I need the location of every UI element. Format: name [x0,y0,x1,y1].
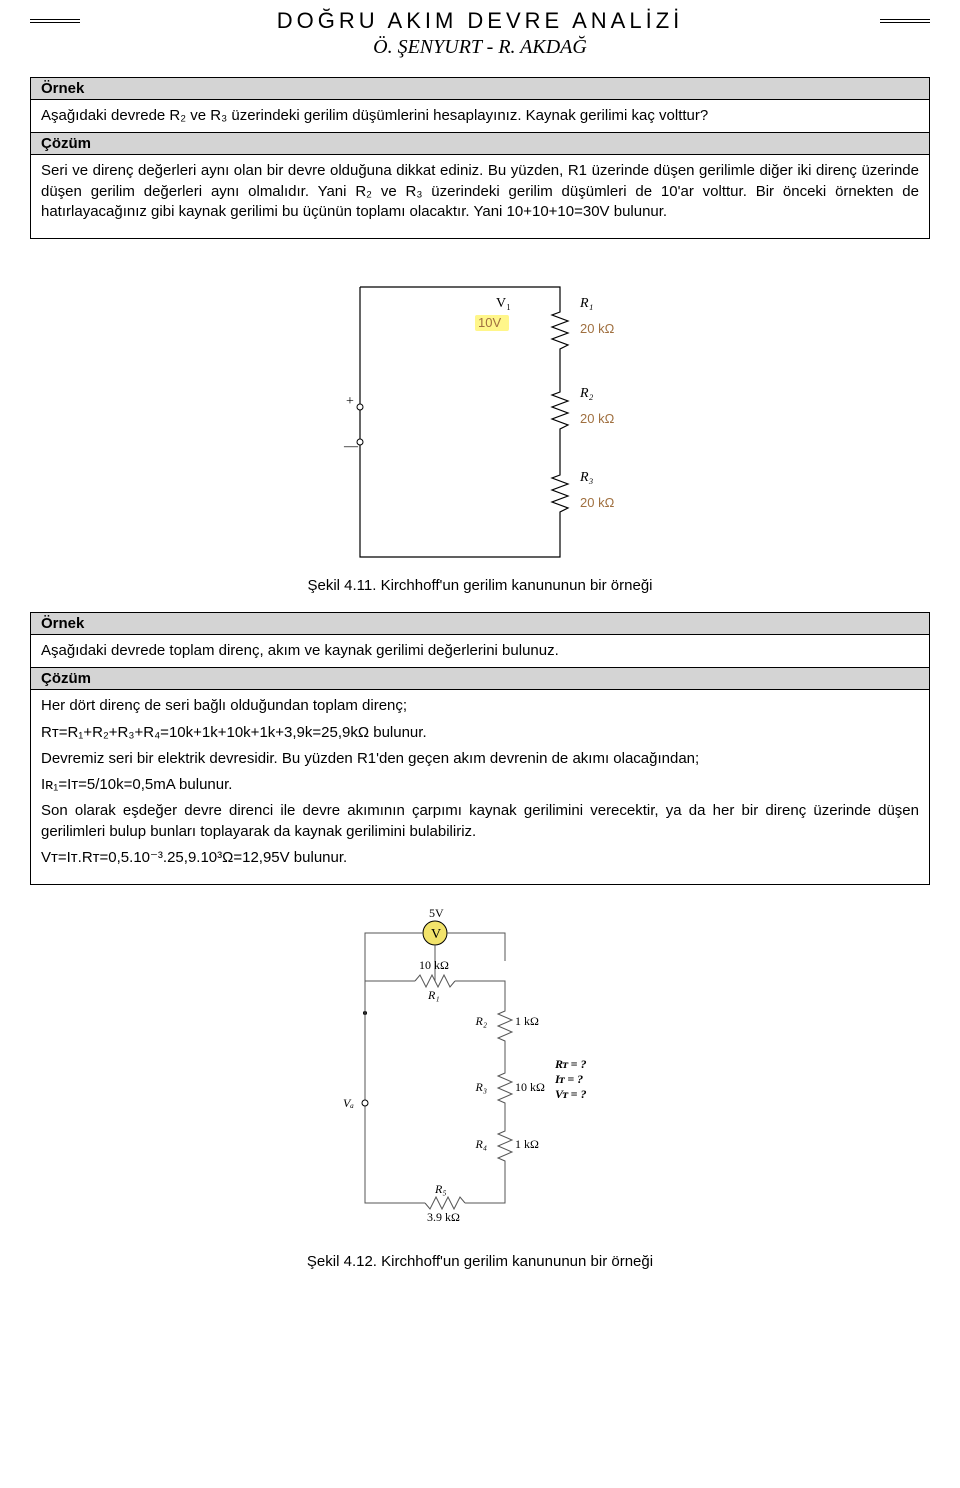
solution-line-4: Iʀ₁=Iᴛ=5/10k=0,5mA bulunur. [41,775,919,795]
r3-val: 10 kΩ [515,1080,545,1094]
v1-label: V₁ [496,296,511,311]
r3-label: R₃ [579,470,594,485]
problem-text-2: Aşağıdaki devrede toplam direnç, akım ve… [41,641,919,661]
plus-symbol: + [346,394,354,409]
r4-val: 1 kΩ [515,1137,539,1151]
main-title: DOĞRU AKIM DEVRE ANALİZİ [90,8,870,34]
source-value: 5V [429,906,444,920]
title-row: DOĞRU AKIM DEVRE ANALİZİ [30,8,930,34]
v1-value: 10V [478,315,501,330]
solution-text-1: Seri ve direnç değerleri aynı olan bir d… [41,161,919,222]
r1-value: 20 kΩ [580,321,615,336]
solution-line-5: Son olarak eşdeğer devre direnci ile dev… [41,801,919,842]
r5-val: 3.9 kΩ [427,1210,460,1224]
r2-value: 20 kΩ [580,411,615,426]
r3-value: 20 kΩ [580,495,615,510]
title-center: DOĞRU AKIM DEVRE ANALİZİ [80,8,880,34]
minus-symbol: — [343,439,359,454]
solution-line-1: Her dört direnç de seri bağlı olduğundan… [41,696,919,716]
example-box-1: Örnek Aşağıdaki devrede R₂ ve R₃ üzerind… [30,77,930,239]
q-it: Iᴛ = ? [554,1072,583,1086]
solution-line-3: Devremiz seri bir elektrik devresidir. B… [41,749,919,769]
r1-label: R₁ [579,296,593,311]
circuit-diagram-2: 5V V 10 kΩ R₁ 1 kΩ R₂ 10 kΩ R₃ 1 [315,903,645,1243]
heading-ornek-2: Örnek [31,613,929,635]
solution-line-2: Rᴛ=R₁+R₂+R₃+R₄=10k+1k+10k+1k+3,9k=25,9kΩ… [41,723,919,743]
va-label: Vₐ [343,1096,354,1110]
r2-lbl: R₂ [474,1014,487,1028]
heading-ornek-1: Örnek [31,78,929,100]
figure-2: 5V V 10 kΩ R₁ 1 kΩ R₂ 10 kΩ R₃ 1 [30,903,930,1270]
problem-text-1: Aşağıdaki devrede R₂ ve R₃ üzerindeki ge… [41,106,919,126]
circuit-diagram-1: + — V₁ 10V R₁ 20 kΩ R₂ 20 kΩ R₃ 20 kΩ [300,257,660,567]
solution-line-6: Vᴛ=Iᴛ.Rᴛ=0,5.10⁻³.25,9.10³Ω=12,95V bulun… [41,848,919,868]
rule-right [880,19,930,23]
figure-1-caption: Şekil 4.11. Kirchhoff'un gerilim kanunun… [30,577,930,594]
r1-val: 10 kΩ [419,958,449,972]
example-box-2: Örnek Aşağıdaki devrede toplam direnç, a… [30,612,930,885]
heading-cozum-1: Çözüm [31,132,929,155]
r4-lbl: R₄ [474,1137,487,1151]
r3-lbl: R₃ [474,1080,487,1094]
r5-lbl: R₅ [434,1182,447,1196]
rule-left [30,19,80,23]
figure-2-caption: Şekil 4.12. Kirchhoff'un gerilim kanunun… [30,1253,930,1270]
r2-val: 1 kΩ [515,1014,539,1028]
q-vt: Vᴛ = ? [555,1087,587,1101]
r1-lbl: R₁ [427,988,440,1002]
sub-title: Ö. ŞENYURT - R. AKDAĞ [30,36,930,59]
q-rt: Rᴛ = ? [554,1057,587,1071]
heading-cozum-2: Çözüm [31,667,929,690]
document-header: DOĞRU AKIM DEVRE ANALİZİ Ö. ŞENYURT - R.… [30,0,930,59]
figure-1: + — V₁ 10V R₁ 20 kΩ R₂ 20 kΩ R₃ 20 kΩ Şe… [30,257,930,594]
r2-label: R₂ [579,386,594,401]
voltmeter-v: V [431,927,441,942]
